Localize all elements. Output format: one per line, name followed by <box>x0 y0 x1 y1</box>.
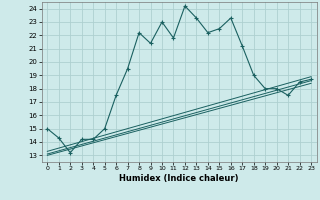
X-axis label: Humidex (Indice chaleur): Humidex (Indice chaleur) <box>119 174 239 183</box>
